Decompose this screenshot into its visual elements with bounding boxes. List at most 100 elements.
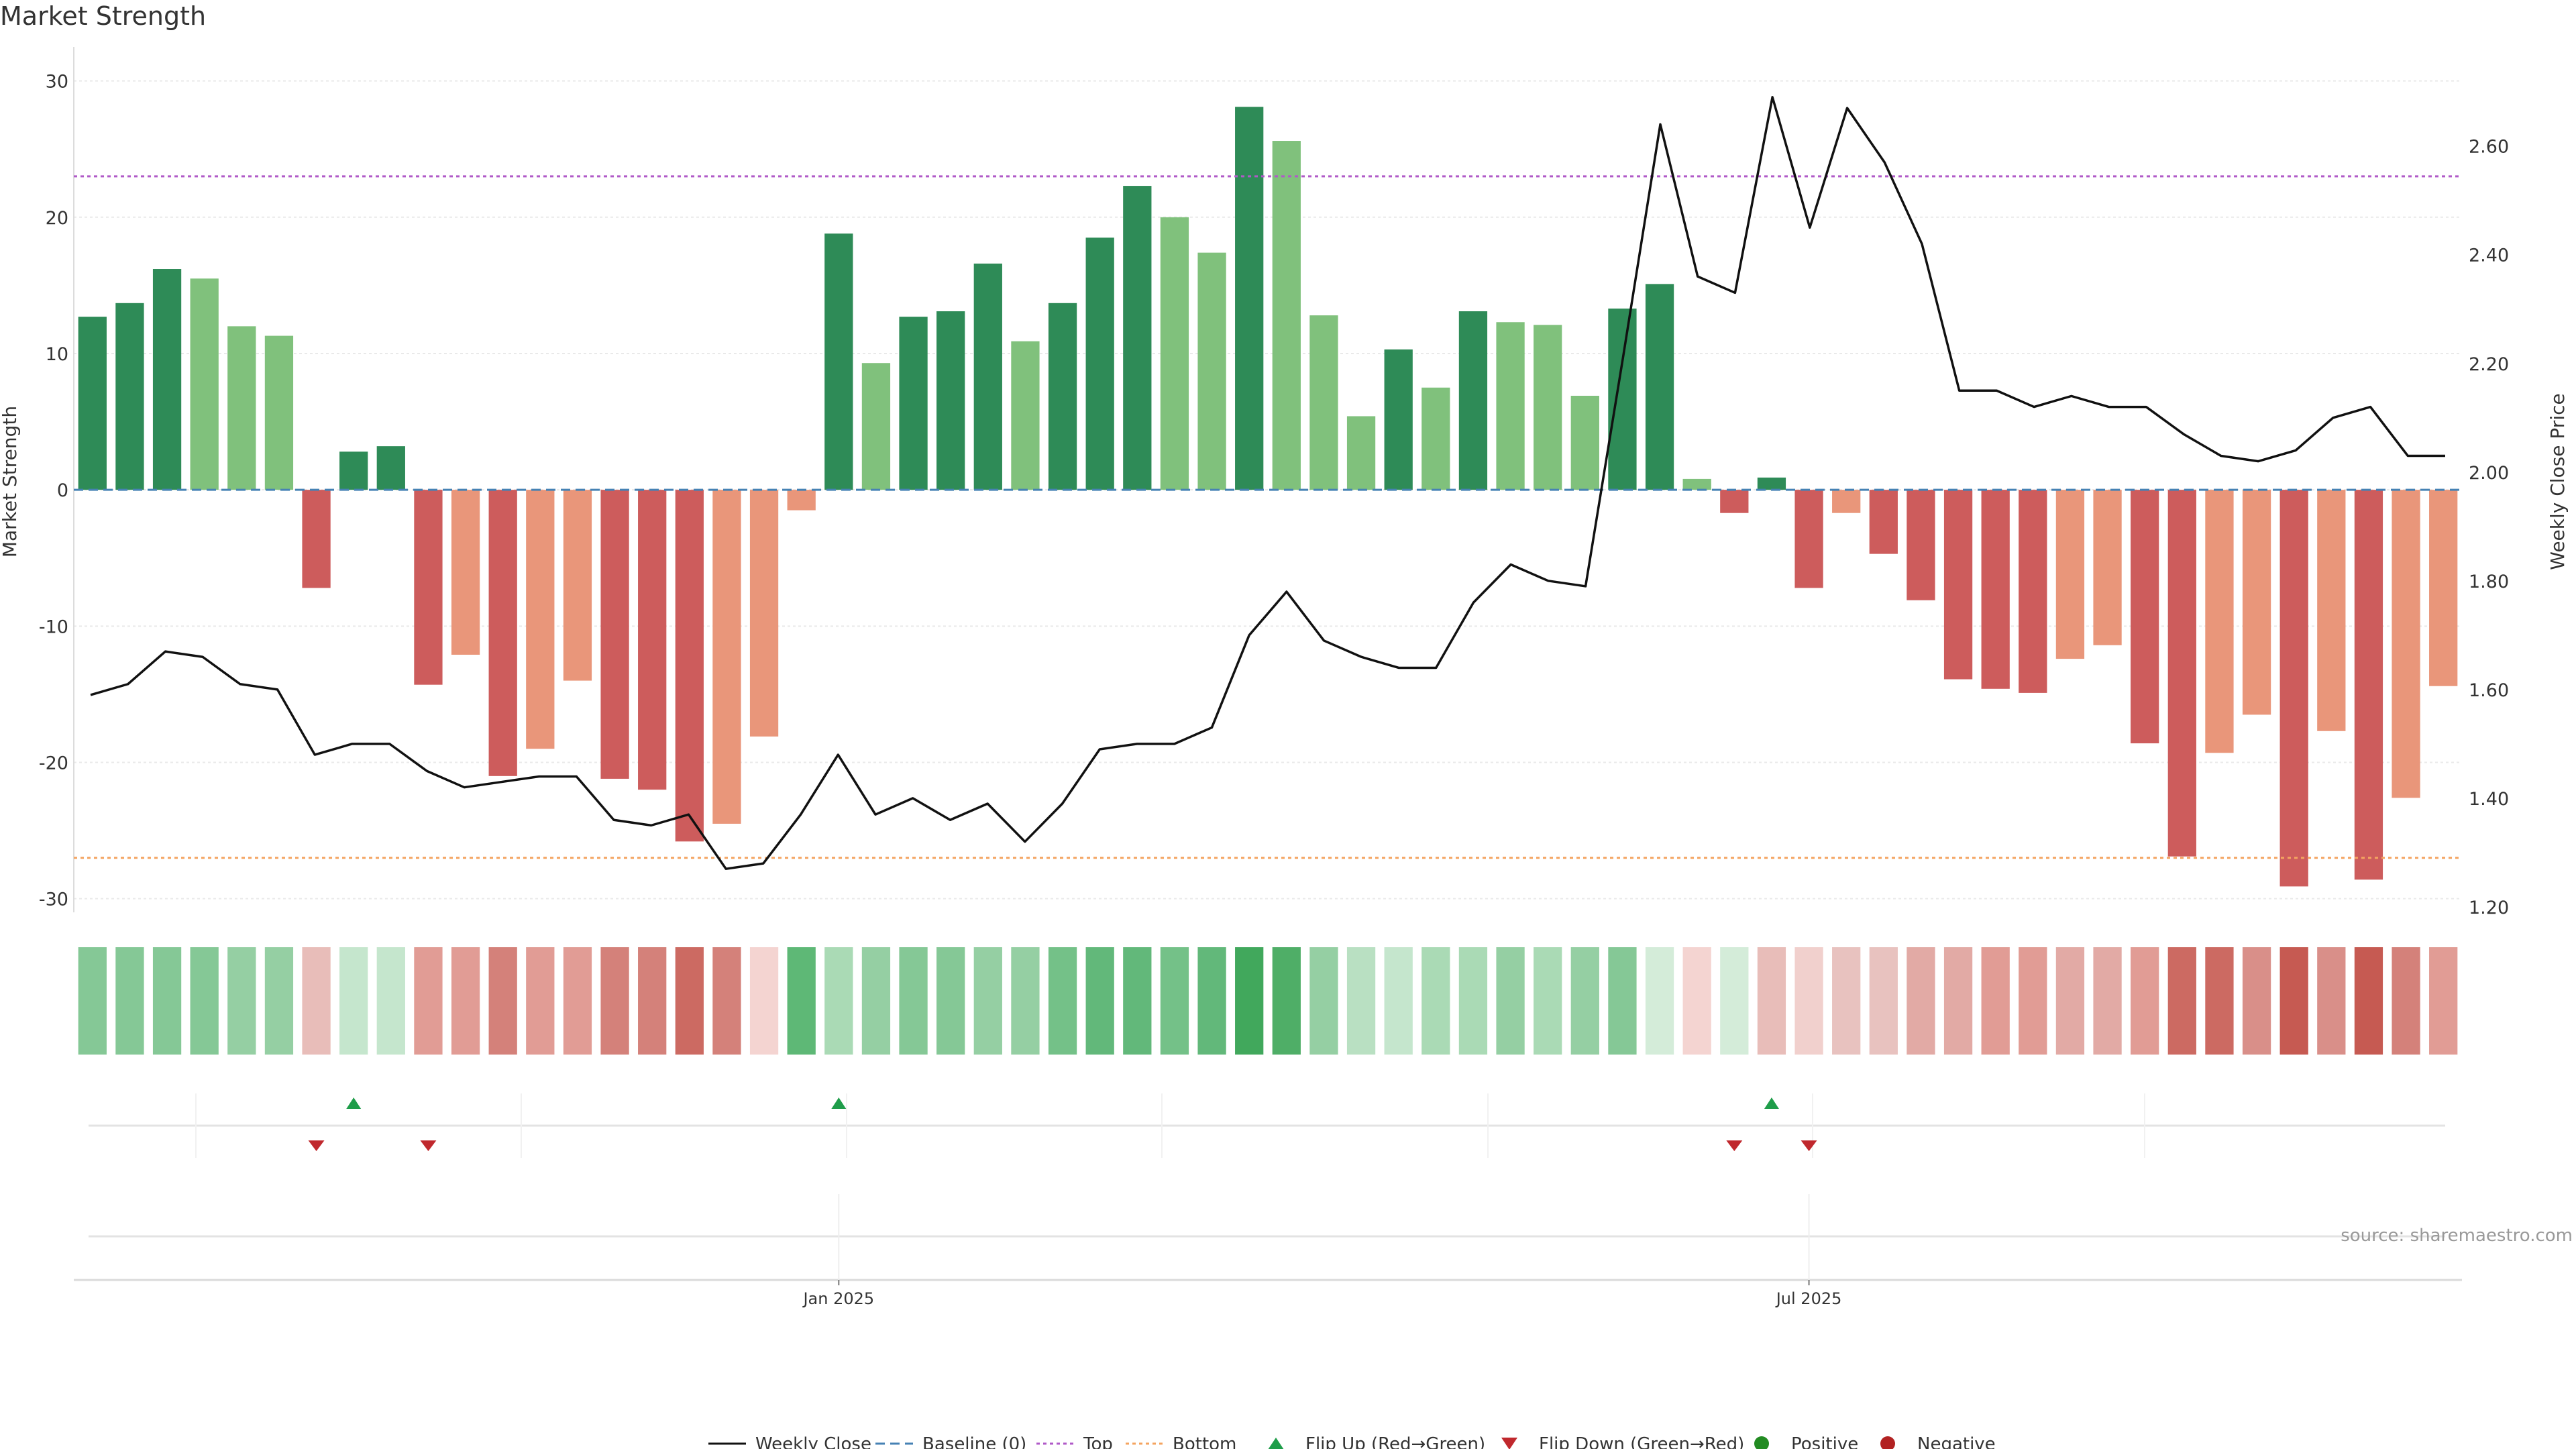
heat-cell — [2167, 947, 2196, 1055]
heat-cell — [1458, 947, 1488, 1055]
heat-cell — [563, 947, 592, 1055]
strength-bar — [787, 490, 816, 511]
flip-up-marker — [1764, 1097, 1779, 1109]
strength-bar — [1272, 141, 1301, 490]
strength-bar — [414, 490, 443, 685]
strength-bar — [1981, 490, 2010, 689]
strength-bar — [2242, 490, 2271, 715]
strength-bar — [1757, 477, 1786, 490]
y-tick-label: 30 — [46, 72, 68, 93]
heat-cell — [2354, 947, 2383, 1055]
heat-cell — [2019, 947, 2047, 1055]
strength-bar — [115, 303, 144, 490]
strength-bar — [563, 490, 592, 681]
heat-cell — [227, 947, 256, 1055]
flip-down-marker — [1726, 1140, 1743, 1151]
heat-cell — [712, 947, 741, 1055]
strength-bar — [1011, 341, 1040, 490]
legend-flip-down-swatch — [1501, 1438, 1517, 1449]
strength-bar — [1570, 395, 1599, 490]
heat-cell — [749, 947, 779, 1055]
heat-cell — [1346, 947, 1376, 1055]
strength-bar — [2205, 490, 2234, 753]
strength-bar — [526, 490, 555, 749]
heat-cell — [1048, 947, 1077, 1055]
heat-cell — [2055, 947, 2085, 1055]
flip-up-marker — [346, 1097, 362, 1109]
heat-cell — [451, 947, 480, 1055]
strength-bar — [936, 311, 965, 490]
legend-label: Top — [1083, 1434, 1113, 1449]
heat-cell — [1011, 947, 1040, 1055]
heat-cell — [78, 947, 107, 1055]
strength-bar — [78, 317, 107, 490]
heat-cell — [1496, 947, 1525, 1055]
strength-bar — [1608, 308, 1637, 490]
y-axis-label: Market Strength — [0, 406, 21, 557]
heat-cell — [1943, 947, 1973, 1055]
legend-negative-swatch — [1880, 1436, 1895, 1449]
heat-cell — [973, 947, 1002, 1055]
strength-bar — [2354, 490, 2383, 880]
heat-cell — [414, 947, 443, 1055]
strength-bar — [339, 451, 368, 490]
strength-bar — [190, 278, 219, 490]
heat-cell — [1570, 947, 1599, 1055]
strength-bar — [824, 233, 853, 490]
source-note: source: sharemaestro.com — [2341, 1226, 2573, 1246]
strength-bar — [899, 317, 928, 490]
strength-bar — [451, 490, 480, 655]
heat-cell — [1981, 947, 2010, 1055]
strength-bar — [264, 335, 294, 490]
y2-axis-label: Weekly Close Price — [2546, 393, 2569, 570]
strength-bar — [1123, 186, 1152, 490]
heat-cell — [638, 947, 667, 1055]
heat-cell — [302, 947, 331, 1055]
heat-cell — [861, 947, 891, 1055]
flip-down-marker — [308, 1140, 325, 1151]
strength-bar — [302, 490, 331, 588]
y2-tick-label: 2.20 — [2469, 354, 2509, 375]
heat-cell — [1160, 947, 1189, 1055]
flip-up-marker — [831, 1097, 847, 1109]
heat-cell — [115, 947, 144, 1055]
strength-bar — [1645, 284, 1674, 490]
strength-bar — [1197, 252, 1226, 490]
y2-tick-label: 1.60 — [2469, 680, 2509, 701]
legend-label: Negative — [1917, 1434, 1996, 1449]
strength-bar — [861, 363, 891, 490]
heat-cell — [1534, 947, 1562, 1055]
heat-cell — [2279, 947, 2308, 1055]
strength-bar — [675, 490, 704, 842]
heat-cell — [1197, 947, 1226, 1055]
strength-bar — [2093, 490, 2122, 645]
heat-cell — [2392, 947, 2420, 1055]
y-tick-label: 10 — [46, 344, 68, 365]
strength-bar — [1682, 478, 1711, 490]
strength-bar — [1720, 490, 1749, 513]
y2-tick-label: 1.80 — [2469, 572, 2509, 592]
heat-cell — [1794, 947, 1823, 1055]
heat-cell — [190, 947, 219, 1055]
strength-bar — [600, 490, 629, 779]
strength-bar — [712, 490, 741, 824]
strength-bar — [1421, 387, 1450, 490]
strength-bar — [1869, 490, 1898, 554]
strength-bar — [2167, 490, 2196, 857]
legend-label: Positive — [1791, 1434, 1858, 1449]
heat-cell — [1645, 947, 1674, 1055]
y2-tick-label: 1.40 — [2469, 789, 2509, 810]
strength-bar — [1794, 490, 1823, 588]
legend-flip-up-swatch — [1268, 1438, 1284, 1449]
heat-cell — [1682, 947, 1711, 1055]
strength-bar — [376, 446, 405, 490]
heat-cell — [600, 947, 629, 1055]
heat-cell — [264, 947, 294, 1055]
strength-bar — [1496, 322, 1525, 490]
heat-cell — [2317, 947, 2346, 1055]
chart-title: Market Strength — [0, 1, 207, 31]
heat-cell — [675, 947, 704, 1055]
y2-tick-label: 1.20 — [2469, 898, 2509, 918]
heat-cell — [1085, 947, 1114, 1055]
